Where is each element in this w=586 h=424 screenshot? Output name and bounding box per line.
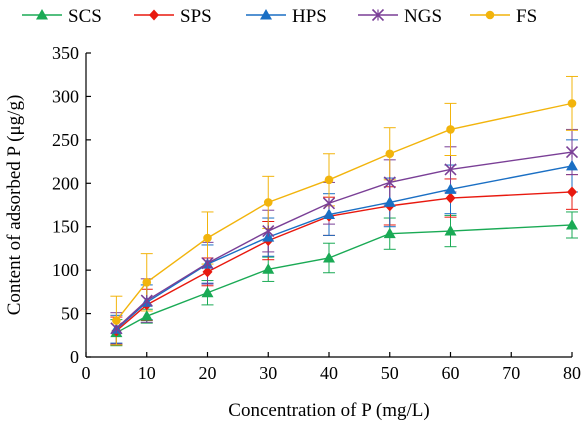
data-point-sps [445, 192, 456, 204]
data-point-scs [566, 218, 578, 230]
error-bars-scs [110, 211, 578, 347]
series-lines [115, 102, 573, 334]
legend-item-scs: SCS [22, 6, 102, 27]
legend-marker-ngs [371, 8, 385, 22]
x-tick-label: 0 [82, 363, 91, 383]
legend-label-sps: SPS [180, 6, 212, 27]
data-point-ngs [322, 197, 336, 210]
y-tick-label: 250 [52, 130, 79, 150]
x-tick-label: 80 [563, 363, 581, 383]
y-tick-label: 100 [52, 260, 79, 280]
data-point-fs [203, 233, 212, 243]
x-tick-label: 20 [199, 363, 217, 383]
legend-label-hps: HPS [292, 6, 327, 27]
series-line-ngs [115, 151, 573, 329]
markers-fs [112, 99, 577, 325]
y-tick-label: 150 [52, 217, 79, 237]
y-tick-label: 350 [52, 43, 79, 63]
data-point-fs [112, 316, 121, 325]
error-bars-sps [110, 174, 578, 346]
legend-item-hps: HPS [246, 6, 327, 27]
data-point-fs [567, 99, 577, 108]
data-point-ngs [444, 163, 457, 176]
legend: SCS SPS HPS NGS FS [22, 6, 537, 27]
data-point-fs [324, 175, 334, 185]
legend-label-fs: FS [516, 6, 537, 27]
data-point-ngs [140, 294, 153, 307]
y-tick-label: 300 [52, 86, 79, 106]
legend-item-fs: FS [470, 6, 537, 27]
data-point-sps [567, 186, 577, 198]
y-ticks: 0 50 100 150 200 250 300 350 [52, 43, 91, 367]
data-point-ngs [565, 145, 579, 159]
x-tick-label: 60 [442, 363, 460, 383]
series-line-hps [115, 165, 573, 330]
x-tick-label: 70 [502, 363, 520, 383]
x-tick-label: 40 [320, 363, 338, 383]
legend-marker-scs [36, 9, 48, 20]
error-bars-hps [110, 139, 578, 344]
x-tick-label: 30 [259, 363, 277, 383]
legend-marker-sps [149, 9, 159, 21]
series-line-scs [116, 224, 573, 334]
data-point-ngs [383, 176, 396, 189]
legend-item-sps: SPS [134, 6, 212, 27]
markers-scs [110, 218, 578, 338]
x-tick-label: 10 [138, 363, 156, 383]
markers-sps [111, 186, 577, 337]
y-axis-label: Content of adsorbed P (μg/g) [4, 95, 25, 316]
data-point-hps [383, 196, 396, 207]
data-point-scs [262, 263, 275, 274]
legend-marker-hps [260, 9, 272, 20]
legend-marker-fs [485, 10, 495, 20]
legend-label-ngs: NGS [404, 6, 442, 27]
data-point-fs [142, 278, 152, 287]
series-line-fs [115, 102, 573, 321]
data-markers [110, 99, 579, 338]
x-tick-label: 50 [381, 363, 399, 383]
data-point-scs [383, 227, 396, 239]
x-axis-label: Concentration of P (mg/L) [228, 400, 429, 421]
x-ticks: 0 10 20 30 40 50 60 70 80 [82, 352, 581, 383]
data-point-hps [323, 208, 335, 220]
data-point-scs [140, 310, 153, 321]
data-point-fs [263, 198, 273, 207]
y-tick-label: 0 [70, 347, 79, 367]
data-point-sps [202, 266, 213, 278]
data-point-ngs [262, 224, 275, 238]
y-tick-label: 50 [61, 304, 79, 324]
data-point-ngs [201, 257, 214, 270]
data-point-hps [566, 159, 578, 171]
data-point-fs [446, 125, 455, 134]
y-tick-label: 200 [52, 173, 79, 193]
data-point-hps [444, 183, 457, 194]
series-line-sps [115, 191, 573, 332]
data-point-scs [444, 225, 457, 236]
markers-hps [110, 159, 578, 334]
data-point-fs [385, 149, 395, 159]
data-point-scs [323, 251, 335, 263]
data-point-scs [201, 286, 214, 298]
markers-ngs [110, 145, 579, 335]
legend-item-ngs: NGS [358, 6, 442, 27]
legend-label-scs: SCS [68, 6, 102, 27]
